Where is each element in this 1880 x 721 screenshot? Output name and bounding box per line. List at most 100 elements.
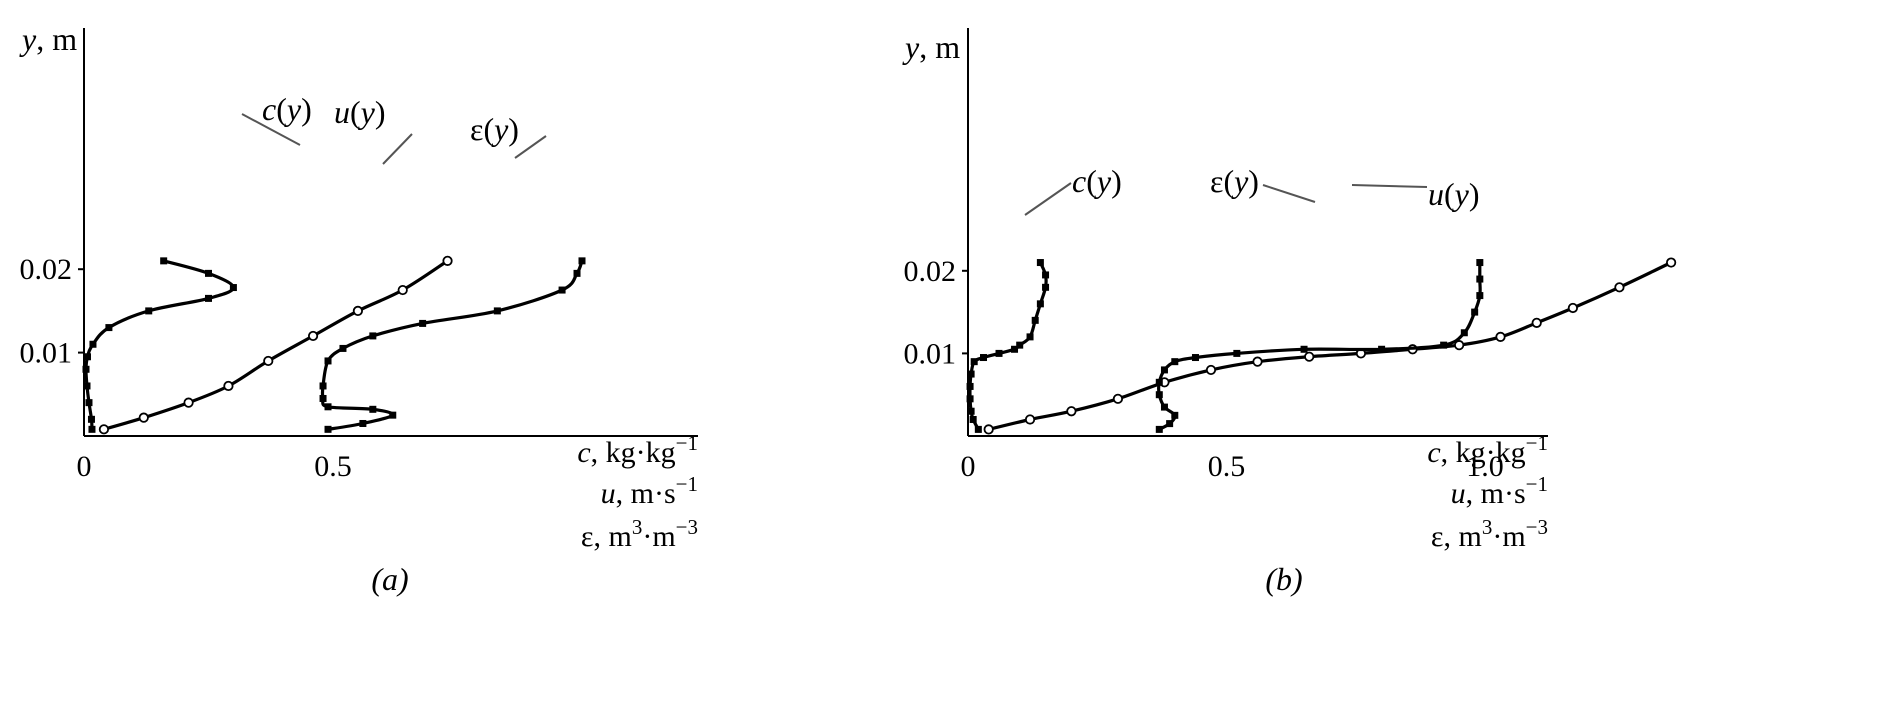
series-u: u(y) (98, 94, 453, 435)
data-point (1155, 378, 1163, 386)
data-point (1567, 302, 1578, 314)
x-tick-label: 0 (77, 450, 92, 483)
data-point (966, 382, 974, 390)
panel-b: 0.01 0.02 0 0.5 1.0 y, m c, kg·kg−1u, m·s−1 ε, … (902, 28, 1677, 597)
data-point (1304, 351, 1315, 362)
x-axis-label: u, m·s−1 (601, 472, 698, 510)
data-point (983, 424, 994, 435)
data-point (1476, 259, 1484, 267)
x-tick-label: 0 (961, 450, 976, 483)
data-point (970, 358, 978, 366)
data-point (87, 415, 95, 423)
data-point (1026, 333, 1034, 341)
data-point (442, 255, 453, 266)
data-point (1112, 393, 1124, 404)
data-point (1471, 308, 1479, 316)
data-point (995, 349, 1003, 357)
data-point (558, 286, 566, 294)
x-tick-label: 1.0 (1466, 450, 1504, 483)
x-tick-label: 0.5 (314, 450, 352, 483)
data-point (319, 382, 327, 390)
data-point (1531, 317, 1542, 328)
data-point (1476, 292, 1484, 300)
y-tick-label: 0.02 (20, 253, 73, 286)
series-label: u(y) (1428, 176, 1480, 212)
data-point (1454, 340, 1465, 351)
data-point (1233, 349, 1241, 357)
data-point (205, 294, 212, 302)
series-line (320, 259, 584, 431)
series-leader-line (1262, 184, 1316, 203)
data-point (1166, 420, 1174, 428)
data-point (324, 425, 332, 433)
data-point (1042, 283, 1050, 291)
y-tick-label: 0.01 (904, 337, 957, 370)
data-point (1160, 403, 1168, 411)
series-line (968, 260, 1048, 431)
data-point (1495, 331, 1506, 342)
data-point (397, 284, 408, 296)
series-line (102, 259, 450, 431)
data-point (1300, 345, 1308, 353)
series-label: ε(y) (1210, 163, 1259, 199)
data-point (205, 269, 212, 277)
data-point (389, 411, 397, 419)
series-label: c(y) (262, 91, 312, 127)
panel-label: (b) (1265, 561, 1302, 597)
x-axis-label: c, kg·kg−1 (577, 431, 698, 469)
data-point (105, 324, 113, 332)
series-ε: ε(y) (319, 111, 586, 433)
series-leader-line (382, 133, 413, 165)
series-leader-line (514, 135, 547, 159)
data-point (1171, 358, 1179, 366)
series-u: u(y) (983, 176, 1677, 435)
data-point (223, 380, 234, 392)
data-point (493, 307, 501, 315)
data-point (307, 330, 319, 342)
data-point (1440, 341, 1448, 349)
data-point (1460, 329, 1468, 337)
data-point (1191, 354, 1199, 362)
data-point (1205, 364, 1217, 376)
data-point (974, 425, 982, 433)
data-point (1036, 259, 1044, 267)
data-point (145, 307, 153, 315)
data-point (85, 399, 93, 407)
data-point (83, 382, 91, 390)
data-point (1666, 257, 1677, 268)
series-leader-line (1024, 182, 1072, 216)
data-point (369, 405, 377, 413)
data-point (263, 355, 274, 367)
data-point (1155, 391, 1163, 399)
data-point (183, 397, 194, 408)
series-label: u(y) (334, 94, 386, 130)
data-point (967, 407, 975, 415)
data-point (1011, 345, 1019, 353)
data-point (1036, 300, 1044, 308)
panel-label: (a) (371, 561, 408, 597)
data-point (1042, 271, 1050, 279)
series-label: ε(y) (470, 111, 519, 147)
data-point (1171, 411, 1179, 419)
data-point (1378, 345, 1386, 353)
series-c: c(y) (966, 163, 1122, 433)
data-point (1155, 425, 1163, 433)
data-point (324, 357, 332, 365)
data-point (88, 425, 96, 433)
series-leader-line (1351, 184, 1428, 188)
data-point (319, 394, 327, 402)
data-point (980, 354, 988, 362)
data-point (1160, 366, 1168, 374)
x-tick-label: 0.5 (1208, 450, 1246, 483)
data-point (573, 269, 581, 277)
y-axis-label: y, m (902, 29, 960, 65)
data-point (419, 319, 427, 327)
data-point (352, 305, 363, 316)
data-point (138, 412, 149, 423)
data-point (1252, 356, 1263, 367)
data-point (1066, 406, 1077, 417)
series-c: c(y) (82, 91, 312, 433)
series-ε: ε(y) (1155, 163, 1484, 433)
data-point (1024, 414, 1036, 425)
